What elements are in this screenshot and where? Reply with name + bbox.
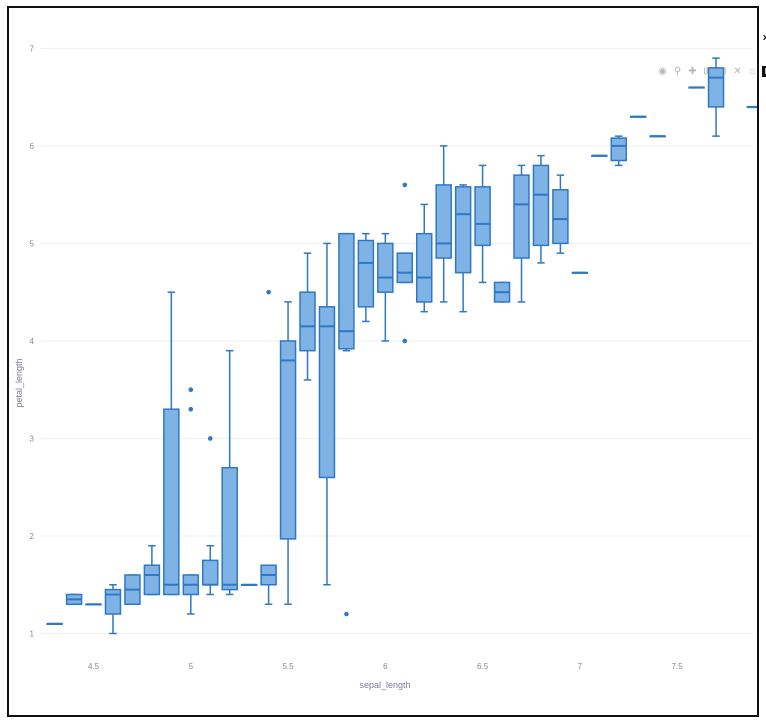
box-item [415,203,433,313]
box-item [571,271,589,274]
outlier-point [344,611,349,617]
pan-icon[interactable]: ✚ [688,65,697,77]
box-body [201,559,219,586]
box-item [182,387,200,615]
box-item [377,232,394,342]
y-tick-label: 5 [30,239,35,248]
outlier-point [266,289,271,295]
y-tick-label: 2 [30,532,35,541]
x-tick-label: 6 [383,662,388,671]
box-item [46,622,63,625]
home-icon[interactable]: ⌂ [749,65,756,77]
box-item [338,232,355,617]
outlier-point [207,436,213,441]
y-tick-label: 7 [30,44,35,53]
y-tick-label: 3 [30,434,35,443]
box-item [610,135,628,167]
x-tick-label: 6.5 [477,662,489,671]
box-body [552,189,569,245]
zoom-icon[interactable]: ⚲ [673,65,682,77]
outlier-point [402,338,408,344]
y-tick-label: 6 [30,142,35,151]
box-body [104,588,122,615]
box-body [299,291,316,352]
box-plot: 1 2 3 4 5 6 7 4.5 5 5.5 6 6.5 7 7.5 sepal_length pet… [14,44,757,690]
box-item [124,574,141,605]
box-item [707,57,725,137]
x-axis-title: sepal_length [359,680,410,690]
box-item [532,154,550,264]
box-body [532,164,550,247]
box-body [357,239,375,308]
box-item [552,174,569,254]
box-item [649,135,666,138]
box-body [435,184,452,259]
y-tick-label: 4 [30,337,35,346]
box-item [299,252,316,381]
box-body [454,186,472,274]
box-item [221,349,238,596]
gridlines [41,47,753,634]
box-item [318,242,336,586]
box-item [688,86,705,89]
box-item [143,544,161,596]
box-item [260,289,277,605]
box-item [454,184,472,313]
autoscale-icon[interactable]: ✕ [733,65,742,77]
box-item [513,164,530,303]
box-item [435,145,452,303]
x-tick-label: 7 [578,662,583,671]
box-body [318,306,336,479]
outlier-point [188,387,194,392]
box-body [143,564,161,596]
box-body [377,242,394,293]
box-body [163,408,180,596]
boxes [46,57,757,635]
x-tick-label: 4.5 [88,662,100,671]
y-axis-title: petal_length [14,358,24,407]
box-item [279,301,297,605]
outlier-point [188,406,194,412]
box-body [396,252,414,284]
x-tick-label: 5.5 [282,662,294,671]
x-tick-label: 7.5 [672,662,684,671]
x-tick-label: 5 [189,662,194,671]
box-body [474,186,491,247]
box-item [396,182,414,344]
box-item [357,232,375,323]
box-item [240,583,258,586]
outlier-point [402,182,408,188]
box-body [279,340,297,540]
y-tick-labels: 1 2 3 4 5 6 7 [30,44,35,638]
box-item [104,583,122,635]
box-body [513,174,530,259]
y-tick-label: 1 [30,629,35,638]
box-item [591,154,608,157]
x-tick-labels: 4.5 5 5.5 6 6.5 7 7.5 [88,662,683,671]
box-item [201,436,219,596]
box-item [65,593,83,605]
plotly-logo-icon[interactable]: ll [762,65,766,77]
box-item [474,164,491,284]
box-item [746,105,757,109]
box-body [610,137,628,162]
box-body [338,232,355,350]
box-item [85,603,102,606]
box-body [221,466,238,591]
box-body [707,67,725,108]
zoom-in-icon[interactable]: ⊞ [703,65,712,77]
camera-icon[interactable]: ◉ [658,65,667,77]
box-item [629,115,647,118]
box-body [415,232,433,303]
box-item [493,281,511,303]
box-item [163,291,180,596]
close-panel-icon[interactable]: xᵪ [763,32,766,42]
